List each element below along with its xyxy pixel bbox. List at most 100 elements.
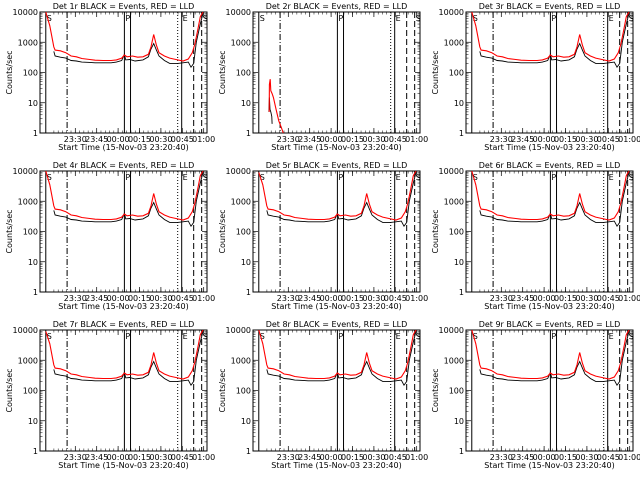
time-marker-label: S — [416, 173, 421, 182]
x-tick-label: 00:45 — [597, 294, 620, 303]
events-series-line — [266, 331, 417, 387]
y-tick-label: 1 — [246, 447, 251, 456]
x-tick-label: 01:00 — [405, 453, 428, 462]
time-marker-label: S — [47, 14, 52, 23]
x-axis-label: Start Time (15-Nov-03 23:20:40) — [484, 143, 614, 152]
time-marker-label: P — [551, 14, 556, 23]
x-axis-label: Start Time (15-Nov-03 23:20:40) — [271, 143, 401, 152]
events-series-line — [479, 13, 630, 69]
time-marker-label: E — [396, 14, 401, 23]
x-tick-label: 00:00 — [533, 294, 556, 303]
panel-title: Det 9r BLACK = Events, RED = LLD — [479, 320, 621, 329]
y-tick-label: 1000 — [444, 197, 464, 206]
y-tick-label: 1 — [459, 129, 464, 138]
lld-series-line — [45, 330, 204, 380]
time-marker-label: E — [396, 332, 401, 341]
panel-6: Det 6r BLACK = Events, RED = LLD 1 10 100 10… — [431, 161, 640, 311]
time-marker-label: S — [47, 173, 52, 182]
time-marker-label: P — [551, 173, 556, 182]
y-tick-label: 100 — [236, 228, 251, 237]
x-tick-label: 00:00 — [533, 135, 556, 144]
time-marker-label: S — [629, 173, 634, 182]
lld-series-line — [471, 330, 630, 380]
x-tick-label: 23:45 — [298, 135, 321, 144]
events-series-line — [479, 172, 630, 228]
x-tick-label: 00:15 — [554, 294, 577, 303]
x-tick-label: 00:30 — [575, 135, 598, 144]
time-marker-label: S — [416, 14, 421, 23]
x-tick-label: 23:30 — [490, 453, 513, 462]
x-tick-label: 23:45 — [85, 453, 108, 462]
time-marker-label: P — [338, 173, 343, 182]
lld-series-line — [45, 12, 204, 62]
x-tick-label: 01:00 — [192, 135, 215, 144]
x-tick-label: 23:45 — [298, 453, 321, 462]
x-tick-label: 23:45 — [511, 294, 534, 303]
x-tick-label: 23:45 — [85, 135, 108, 144]
time-marker-label: S — [473, 173, 478, 182]
y-tick-label: 1000 — [444, 356, 464, 365]
time-marker-label: P — [338, 332, 343, 341]
x-axis-label: Start Time (15-Nov-03 23:20:40) — [58, 461, 188, 470]
y-tick-label: 10000 — [439, 8, 464, 17]
x-tick-label: 01:00 — [405, 135, 428, 144]
y-tick-label: 1 — [459, 447, 464, 456]
time-marker-label: P — [125, 173, 130, 182]
x-tick-label: 00:30 — [575, 453, 598, 462]
x-tick-label: 00:30 — [362, 294, 385, 303]
y-tick-label: 10000 — [439, 326, 464, 335]
panel-title: Det 1r BLACK = Events, RED = LLD — [53, 2, 195, 11]
x-tick-label: 00:45 — [597, 135, 620, 144]
x-tick-label: 00:45 — [384, 453, 407, 462]
y-tick-label: 100 — [236, 69, 251, 78]
lld-series-line — [258, 171, 417, 221]
time-marker-label: S — [260, 173, 265, 182]
y-tick-label: 10 — [241, 99, 251, 108]
panel-2: Det 2r BLACK = Events, RED = LLD 1 10 100 10… — [218, 2, 428, 152]
time-marker-label: P — [551, 332, 556, 341]
y-tick-label: 10000 — [226, 167, 251, 176]
lld-series-line — [258, 330, 417, 380]
y-axis-label: Counts/sec — [5, 368, 14, 412]
y-axis-label: Counts/sec — [218, 368, 227, 412]
x-axis-label: Start Time (15-Nov-03 23:20:40) — [271, 461, 401, 470]
time-marker-label: P — [125, 332, 130, 341]
y-tick-label: 10 — [454, 417, 464, 426]
panel-4: Det 4r BLACK = Events, RED = LLD 1 10 100 10… — [5, 161, 215, 311]
x-tick-label: 23:30 — [490, 294, 513, 303]
events-series-line — [53, 172, 204, 228]
x-tick-label: 00:30 — [149, 135, 172, 144]
y-tick-label: 10 — [28, 417, 38, 426]
panel-9: Det 9r BLACK = Events, RED = LLD 1 10 100 10… — [431, 320, 640, 470]
y-tick-label: 10000 — [226, 8, 251, 17]
y-tick-label: 1000 — [444, 38, 464, 47]
lld-series-line — [268, 79, 284, 133]
time-marker-label: S — [629, 14, 634, 23]
y-tick-label: 10 — [28, 258, 38, 267]
x-tick-label: 00:30 — [149, 294, 172, 303]
x-axis-label: Start Time (15-Nov-03 23:20:40) — [58, 302, 188, 311]
x-tick-label: 00:00 — [533, 453, 556, 462]
panel-7: Det 7r BLACK = Events, RED = LLD 1 10 100 10… — [5, 320, 215, 470]
y-tick-label: 1 — [246, 129, 251, 138]
x-tick-label: 00:15 — [554, 135, 577, 144]
events-series-line — [53, 331, 204, 387]
x-axis-label: Start Time (15-Nov-03 23:20:40) — [271, 302, 401, 311]
panel-title: Det 2r BLACK = Events, RED = LLD — [266, 2, 408, 11]
y-tick-label: 1000 — [231, 197, 251, 206]
y-tick-label: 1000 — [231, 38, 251, 47]
x-tick-label: 23:30 — [277, 135, 300, 144]
time-marker-label: S — [203, 332, 208, 341]
lld-series-line — [45, 171, 204, 221]
y-tick-label: 1 — [33, 288, 38, 297]
time-marker-label: S — [473, 14, 478, 23]
x-tick-label: 23:45 — [85, 294, 108, 303]
x-tick-label: 00:00 — [320, 294, 343, 303]
y-tick-label: 1 — [33, 129, 38, 138]
time-marker-label: S — [260, 14, 265, 23]
lld-series-line — [471, 171, 630, 221]
lld-series-line — [471, 12, 630, 62]
y-axis-label: Counts/sec — [431, 368, 440, 412]
x-tick-label: 00:30 — [362, 453, 385, 462]
panel-title: Det 6r BLACK = Events, RED = LLD — [479, 161, 621, 170]
